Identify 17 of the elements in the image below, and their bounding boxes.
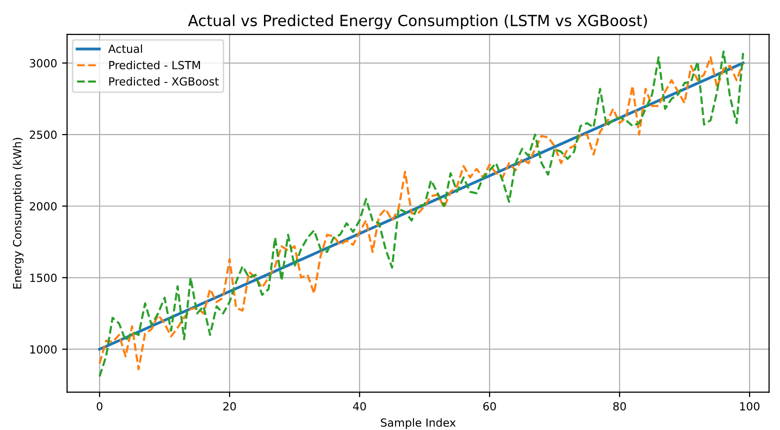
legend-label: Predicted - LSTM [109,60,200,70]
y-axis-title: Energy Consumption (kWh) [12,138,24,289]
y-tick-label: 2500 [30,130,57,139]
chart-title: Actual vs Predicted Energy Consumption (LSTM vs XGBoost) [188,14,647,30]
legend-label: Actual [108,44,142,53]
y-tick-label: 2000 [30,202,57,211]
x-tick-label: 100 [740,402,760,410]
x-tick-label: 40 [353,402,366,410]
x-tick-label: 80 [613,402,626,410]
y-tick-label: 3000 [30,58,57,68]
x-tick-label: 60 [483,402,496,410]
legend-label: Predicted - XGBoost [109,77,219,86]
x-axis-title: Sample Index [380,418,456,429]
y-tick-label: 1500 [30,274,57,282]
y-tick-label: 1000 [30,345,57,354]
x-tick-label: 0 [96,402,102,410]
x-tick-label: 20 [223,402,236,410]
